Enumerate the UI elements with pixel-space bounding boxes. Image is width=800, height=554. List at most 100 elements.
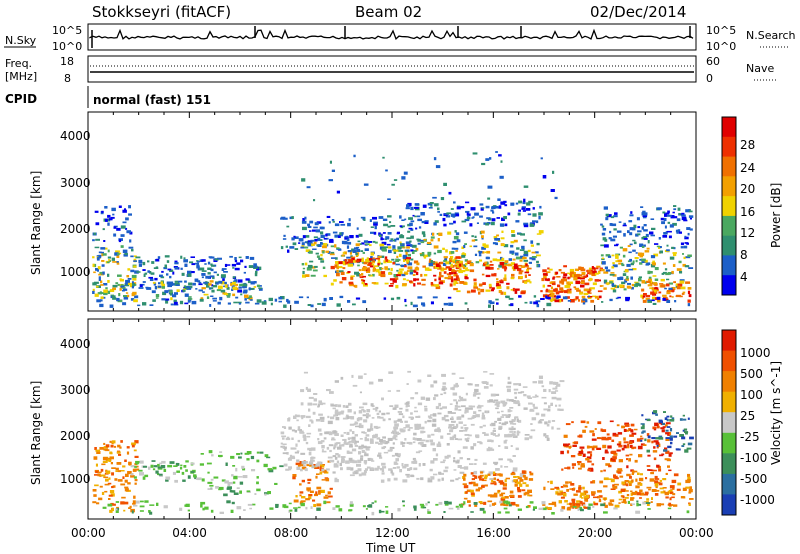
echo-cell (421, 252, 425, 256)
echo-cell (578, 486, 582, 490)
echo-cell (628, 428, 632, 432)
echo-cell (492, 211, 495, 214)
echo-cell (308, 424, 311, 427)
echo-cell (329, 449, 332, 453)
echo-cell (626, 458, 628, 461)
echo-cell (471, 235, 474, 238)
echo-cell (359, 276, 364, 279)
echo-cell (459, 430, 463, 432)
echo-cell (171, 283, 176, 286)
echo-cell (352, 471, 358, 475)
echo-cell (320, 253, 323, 257)
echo-cell (360, 457, 364, 461)
echo-cell (628, 458, 631, 462)
echo-cell (495, 435, 499, 437)
echo-cell (344, 438, 347, 443)
echo-cell (388, 371, 394, 374)
echo-cell (456, 260, 460, 264)
echo-cell (438, 441, 441, 446)
echo-cell (347, 438, 351, 440)
echo-cell (574, 505, 580, 509)
echo-cell (447, 411, 452, 414)
echo-cell (472, 474, 476, 477)
echo-cell (517, 212, 521, 216)
echo-cell (120, 284, 124, 286)
echo-cell (134, 466, 137, 468)
echo-cell (382, 156, 385, 159)
echo-cell (155, 258, 160, 262)
echo-cell (100, 284, 104, 286)
echo-cell (543, 408, 549, 411)
echo-cell (475, 435, 480, 439)
echo-cell (316, 473, 320, 475)
echo-cell (336, 264, 339, 267)
echo-cell (624, 490, 629, 492)
echo-cell (477, 404, 481, 408)
echo-cell (475, 261, 480, 264)
echo-cell (489, 266, 494, 270)
echo-cell (278, 300, 282, 303)
echo-cell (560, 278, 565, 282)
power-cbar-tick-28: 28 (740, 138, 755, 152)
echo-cell (125, 292, 129, 294)
echo-cell (374, 225, 377, 230)
echo-cell (99, 251, 104, 254)
echo-cell (127, 268, 131, 271)
echo-cell (128, 205, 131, 209)
velocity-colorbar-frame (721, 329, 737, 516)
echo-cell (202, 507, 205, 511)
echo-cell (409, 280, 413, 283)
echo-cell (363, 460, 368, 464)
echo-cell (282, 452, 288, 455)
echo-cell (673, 504, 678, 507)
echo-cell (444, 455, 449, 459)
echo-cell (187, 285, 193, 289)
time-tick-labels: 00:00 04:00 08:00 12:00 16:00 20:00 00:00 (71, 526, 714, 540)
echo-cell (461, 254, 466, 258)
echo-cell (592, 433, 595, 437)
echo-cell (608, 502, 612, 505)
echo-cell (316, 244, 319, 247)
echo-cell (223, 293, 229, 296)
echo-cell (320, 461, 323, 465)
echo-cell (370, 252, 375, 256)
echo-cell (396, 466, 400, 469)
echo-cell (419, 239, 425, 242)
echo-cell (174, 301, 178, 305)
echo-cell (348, 259, 353, 263)
echo-cell (297, 439, 300, 443)
echo-cell (374, 500, 377, 503)
echo-cell (547, 507, 552, 510)
echo-cell (672, 211, 675, 214)
echo-cell (516, 268, 522, 272)
echo-cell (428, 416, 433, 419)
echo-cell (489, 399, 494, 403)
echo-cell (127, 482, 131, 485)
echo-cell (378, 452, 382, 455)
echo-cell (645, 294, 651, 298)
power-scatter-layer (92, 151, 694, 308)
echo-cell (241, 465, 245, 469)
echo-cell (340, 376, 344, 380)
echo-cell (687, 442, 693, 446)
echo-cell (161, 270, 164, 273)
echo-cell (654, 422, 659, 427)
echo-cell (217, 257, 222, 260)
echo-cell (662, 294, 667, 297)
echo-cell (247, 503, 253, 506)
echo-cell (130, 473, 134, 476)
echo-cell (605, 438, 609, 441)
echo-cell (451, 278, 454, 281)
echo-cell (134, 271, 137, 274)
echo-cell (128, 246, 134, 249)
echo-cell (517, 383, 521, 385)
echo-cell (579, 266, 584, 269)
echo-cell (323, 500, 327, 505)
echo-cell (184, 293, 189, 297)
echo-cell (472, 216, 475, 219)
echo-cell (234, 267, 240, 271)
echo-cell (282, 238, 287, 240)
echo-cell (501, 230, 504, 233)
echo-cell (483, 244, 489, 248)
echo-cell (618, 221, 622, 223)
